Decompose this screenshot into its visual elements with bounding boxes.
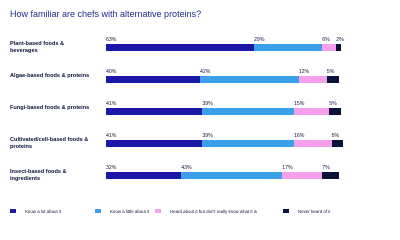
bar-segment (282, 172, 323, 179)
category-label: Algae-based foods & proteins (10, 73, 90, 79)
value-label: 16% (294, 133, 305, 139)
value-label: 41% (106, 133, 117, 139)
category-label: Fungi-based foods & proteins (10, 105, 90, 111)
value-label: 5% (326, 69, 335, 75)
legend-label: Know a little about it (110, 208, 150, 214)
bar-segment (294, 108, 330, 115)
chart: How familiar are chefs with alternative … (10, 9, 344, 214)
category-label: Plant-based foods & beverages (10, 41, 65, 54)
value-label: 29% (254, 37, 265, 43)
bar-segment (106, 44, 255, 51)
bar-segment (329, 108, 341, 115)
legend-swatch (10, 209, 16, 213)
value-label: 2% (336, 37, 344, 43)
value-label: 43% (181, 165, 192, 171)
bar-segment (106, 172, 182, 179)
legend-swatch (155, 209, 161, 213)
bar-segment (106, 108, 203, 115)
value-label: 7% (322, 165, 330, 171)
bar-segment (336, 44, 341, 51)
bar-segment (106, 140, 203, 147)
bar-segment (202, 140, 294, 147)
category-label: Insect-based foods & ingredients (10, 169, 67, 182)
legend-label: Know a lot about it (25, 208, 62, 214)
value-label: 5% (331, 133, 340, 139)
value-label: 17% (282, 165, 293, 171)
value-label: 5% (329, 101, 337, 107)
legend-swatch (95, 209, 101, 213)
bar-segment (326, 76, 339, 83)
value-label: 6% (322, 37, 330, 43)
value-label: 63% (106, 37, 117, 43)
value-label: 42% (200, 69, 211, 75)
bar-segment (322, 172, 339, 179)
value-label: 12% (298, 69, 310, 75)
value-label: 32% (106, 165, 117, 171)
category-label: Cultivated/cell-based foods & proteins (10, 137, 89, 150)
value-label: 40% (106, 69, 117, 75)
bar-segment (331, 140, 344, 147)
chart-title: How familiar are chefs with alternative … (10, 9, 202, 19)
bar-segment (202, 108, 294, 115)
legend-swatch (283, 209, 289, 213)
value-label: 39% (202, 133, 213, 139)
value-label: 15% (294, 101, 305, 107)
bar-segment (294, 140, 332, 147)
bar-segment (298, 76, 327, 83)
legend-label: Never heard of it (298, 208, 331, 214)
bar-segment (106, 76, 200, 83)
bar-segment (254, 44, 323, 51)
legend-label: Heard about it but don't really know wha… (170, 208, 257, 214)
bar-segment (181, 172, 283, 179)
value-label: 41% (106, 101, 117, 107)
value-label: 39% (202, 101, 213, 107)
bar-segment (322, 44, 337, 51)
bar-segment (200, 76, 299, 83)
